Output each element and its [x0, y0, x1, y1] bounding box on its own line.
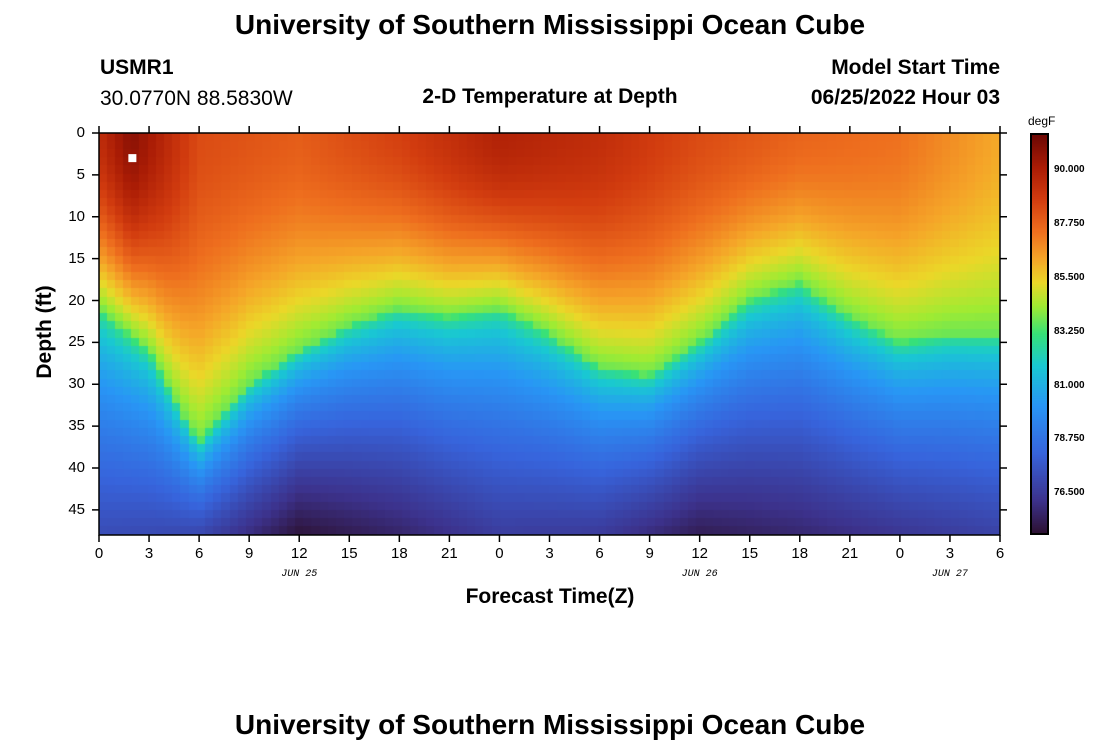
station-coordinates: 30.0770N 88.5830W — [100, 87, 293, 110]
date-label: JUN 26 — [681, 569, 718, 580]
footer-title: University of Southern Mississippi Ocean… — [234, 709, 866, 740]
x-tick-label: 9 — [244, 545, 254, 562]
x-tick-label: 3 — [545, 545, 554, 562]
y-tick-label: 0 — [76, 124, 85, 141]
x-tick-label: 3 — [144, 545, 154, 562]
x-tick-label: 21 — [441, 545, 458, 562]
y-tick-label: 20 — [68, 291, 85, 309]
colorbar-tick-label: 78.750 — [1054, 433, 1085, 445]
x-tick-label: 6 — [595, 545, 604, 562]
colorbar — [1030, 133, 1049, 535]
x-tick-label: 6 — [995, 545, 1005, 562]
x-tick-label: 18 — [791, 545, 809, 562]
colorbar-tick-label: 81.000 — [1054, 379, 1085, 391]
y-tick-label: 45 — [68, 500, 85, 518]
x-tick-label: 6 — [194, 545, 204, 562]
x-tick-label: 0 — [495, 545, 504, 562]
y-axis-title: Depth (ft) — [33, 285, 56, 379]
colorbar-gradient — [1032, 135, 1047, 533]
x-tick-label: 18 — [390, 545, 408, 562]
y-tick-label: 5 — [76, 165, 85, 183]
y-tick-label: 30 — [68, 375, 85, 393]
x-tick-label: 12 — [290, 545, 308, 562]
colorbar-tick-label: 87.750 — [1054, 218, 1085, 230]
plot-frame — [98, 132, 1001, 536]
page-title: University of Southern Mississippi Ocean… — [234, 9, 866, 40]
x-tick-label: 21 — [841, 545, 859, 562]
x-axis-title: Forecast Time(Z) — [465, 585, 635, 608]
heatmap-plot — [99, 133, 1000, 535]
y-tick-label: 40 — [68, 459, 85, 476]
x-tick-label: 9 — [645, 545, 654, 562]
x-tick-label: 3 — [945, 545, 955, 562]
x-tick-label: 12 — [691, 545, 708, 562]
station-id: USMR1 — [100, 56, 174, 79]
y-tick-label: 15 — [68, 249, 85, 267]
colorbar-tick-label: 76.500 — [1054, 487, 1085, 499]
x-tick-label: 15 — [741, 545, 759, 562]
colorbar-tick-label: 90.000 — [1054, 164, 1085, 176]
x-tick-label: 15 — [340, 545, 358, 562]
y-tick-label: 10 — [68, 207, 85, 225]
model-start-value: 06/25/2022 Hour 03 — [810, 86, 1000, 109]
x-tick-label: 0 — [895, 545, 905, 562]
colorbar-tick-label: 83.250 — [1054, 325, 1085, 337]
temperature-heatmap — [99, 133, 1000, 535]
y-tick-label: 25 — [68, 333, 85, 351]
date-label: JUN 27 — [931, 569, 968, 580]
chart-title: 2-D Temperature at Depth — [422, 85, 678, 108]
y-tick-label: 35 — [68, 417, 85, 435]
colorbar-tick-label: 85.500 — [1054, 271, 1085, 283]
x-tick-label: 0 — [94, 545, 104, 562]
colorbar-unit: degF — [1028, 114, 1056, 128]
location-marker — [128, 154, 137, 163]
date-label: JUN 25 — [281, 569, 318, 580]
model-start-label: Model Start Time — [831, 56, 1000, 79]
